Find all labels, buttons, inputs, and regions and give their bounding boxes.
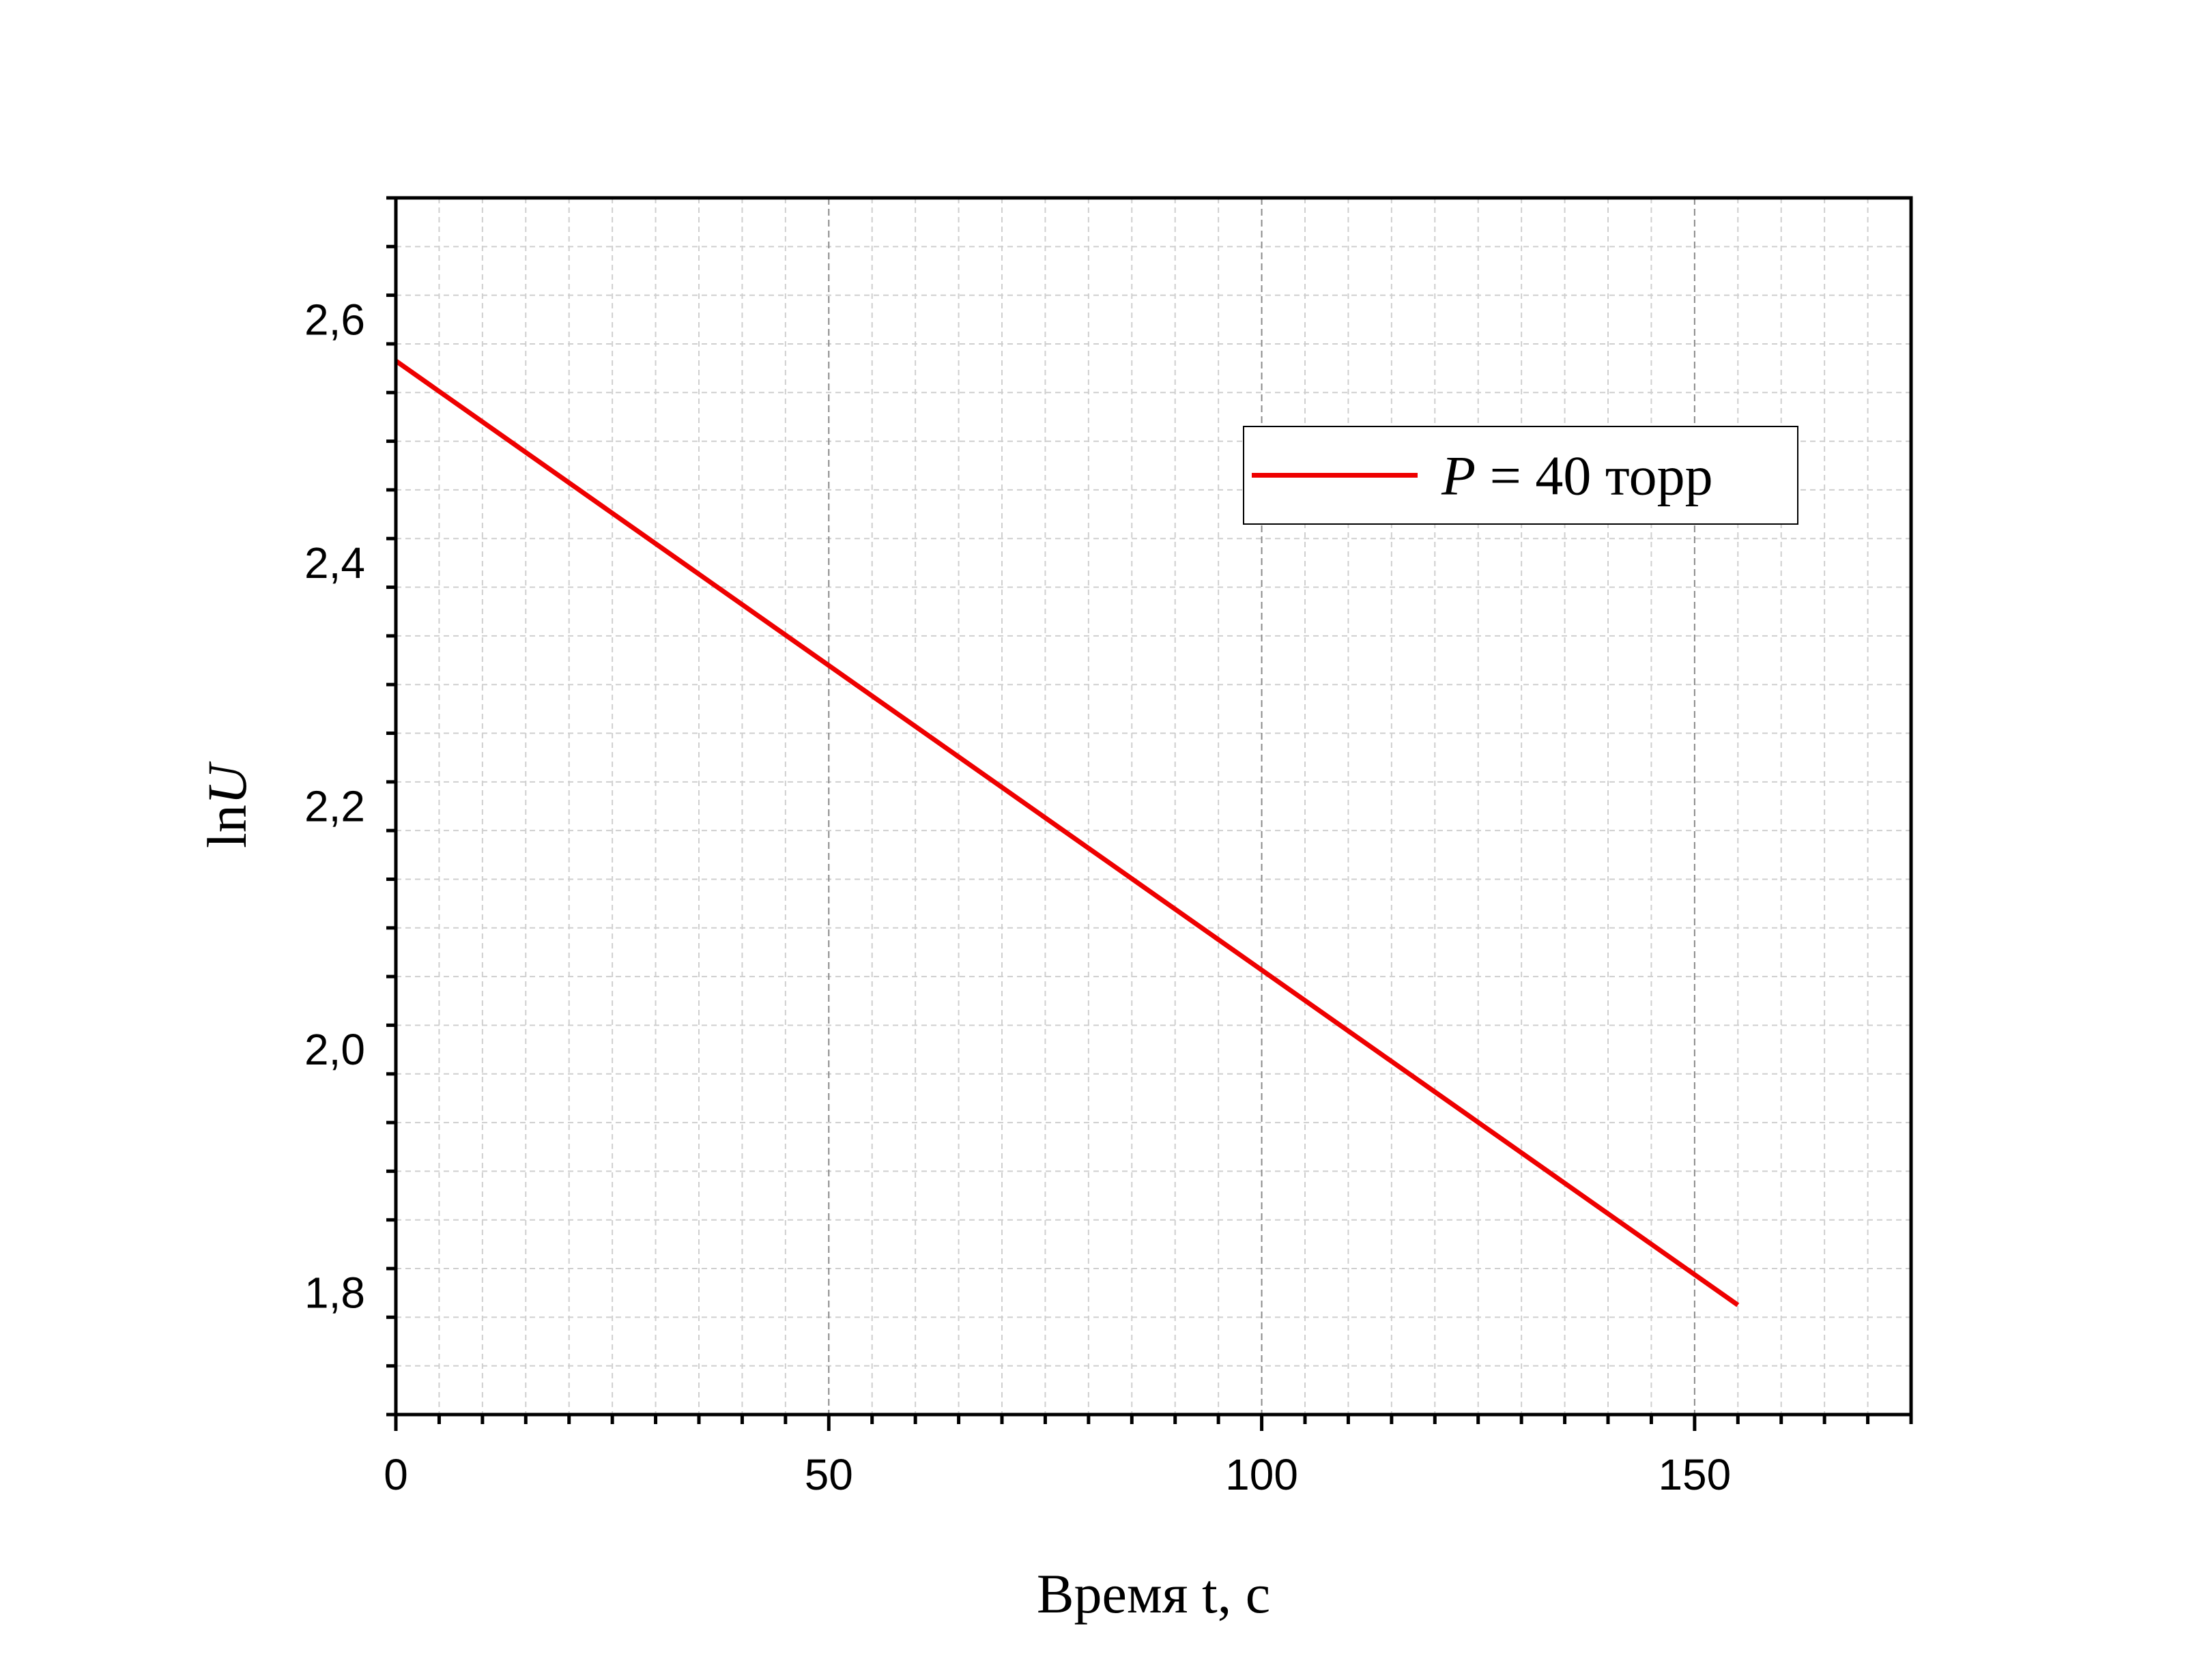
y-tick-label: 2,6 — [304, 295, 365, 344]
plot-frame — [394, 196, 1913, 1417]
legend-label-series-0: P = 40 торр — [1441, 445, 1713, 507]
y-axis-title: lnU — [196, 761, 258, 848]
x-tick-label: 100 — [1225, 1450, 1298, 1499]
y-tick-label: 1,8 — [304, 1269, 365, 1318]
y-tick-label: 2,2 — [304, 782, 365, 831]
axis-ticks — [386, 196, 1913, 1431]
legend-label-variable: P — [1441, 445, 1476, 507]
series-line-0 — [394, 359, 1740, 1307]
series-layer — [394, 359, 1740, 1307]
major-grid — [828, 198, 1695, 1415]
minor-grid — [396, 198, 1911, 1415]
x-tick-label: 50 — [805, 1450, 853, 1499]
y-axis-title-prefix: ln — [196, 805, 258, 848]
x-tick-label: 150 — [1658, 1450, 1731, 1499]
tick-labels: 0 50 100 150 1,8 2,0 2,2 2,4 2,6 — [304, 295, 1731, 1499]
y-tick-label: 2,4 — [304, 538, 365, 588]
legend-label-rest: = 40 торр — [1476, 445, 1713, 507]
y-tick-label: 2,0 — [304, 1025, 365, 1074]
y-axis-title-variable: U — [196, 761, 258, 805]
legend: P = 40 торр — [1243, 426, 1798, 525]
x-tick-label: 0 — [384, 1450, 408, 1499]
x-axis-title: Время t, с — [1037, 1563, 1270, 1625]
